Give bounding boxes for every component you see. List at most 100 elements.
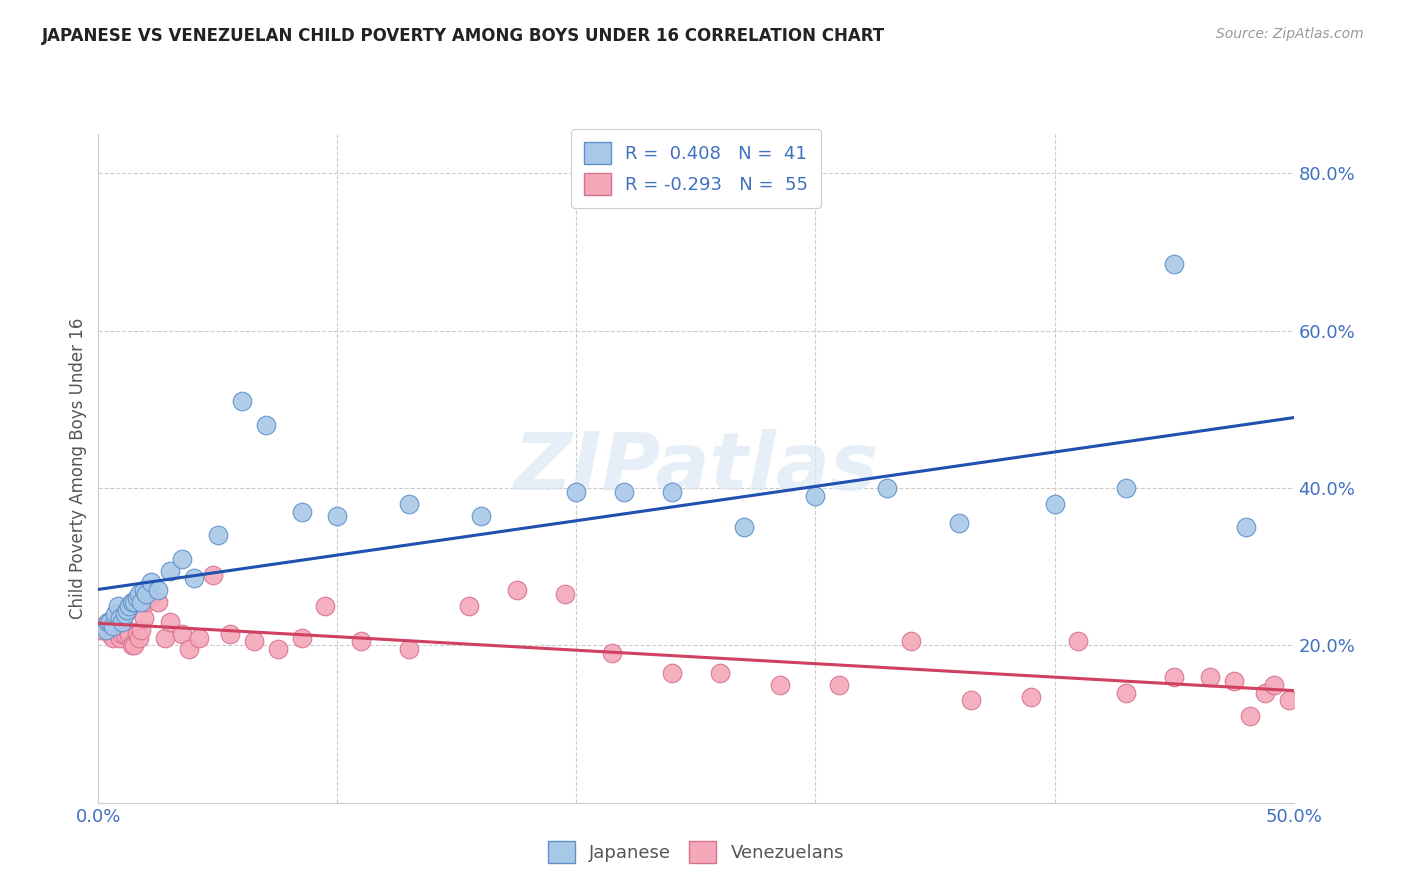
Point [733,520,755,534]
Point [554,587,576,601]
Point [101,631,124,645]
Point [1239,709,1261,723]
Point [661,484,683,499]
Point [1198,670,1220,684]
Point [1115,685,1137,699]
Point [90,623,112,637]
Point [139,591,162,606]
Point [94,623,117,637]
Point [876,481,898,495]
Point [155,631,177,645]
Point [97,615,120,629]
Point [267,642,290,657]
Point [350,634,373,648]
Text: ZIPatlas: ZIPatlas [513,429,879,508]
Point [1043,497,1066,511]
Point [108,611,131,625]
Point [135,595,157,609]
Point [114,607,136,621]
Point [315,599,337,613]
Point [326,508,349,523]
Point [661,665,683,680]
Point [128,631,150,645]
Point [290,505,312,519]
Point [131,595,153,609]
Point [1115,481,1137,495]
Point [709,665,731,680]
Point [139,575,162,590]
Point [1222,673,1246,688]
Point [115,623,138,637]
Point [172,551,194,566]
Point [183,572,205,586]
Point [98,626,122,640]
Point [107,599,129,613]
Point [398,497,420,511]
Point [506,583,529,598]
Point [114,626,136,640]
Point [959,693,981,707]
Point [98,615,122,629]
Point [470,508,492,523]
Point [1163,257,1185,271]
Point [254,417,277,432]
Point [94,618,117,632]
Point [104,623,127,637]
Point [290,631,312,645]
Point [118,599,141,613]
Legend: Japanese, Venezuelans: Japanese, Venezuelans [537,830,855,874]
Point [172,626,194,640]
Point [207,528,229,542]
Point [118,626,141,640]
Y-axis label: Child Poverty Among Boys Under 16: Child Poverty Among Boys Under 16 [69,318,87,619]
Point [1067,634,1090,648]
Point [125,591,148,606]
Point [125,626,148,640]
Point [111,626,134,640]
Point [804,489,827,503]
Point [1263,678,1285,692]
Point [231,394,253,409]
Point [121,639,143,653]
Point [1234,520,1257,534]
Point [115,603,138,617]
Point [107,623,129,637]
Point [91,618,114,632]
Point [1019,690,1042,704]
Point [828,678,851,692]
Point [124,595,146,609]
Point [148,583,170,598]
Point [179,642,201,657]
Point [124,639,146,653]
Point [97,615,120,629]
Text: Source: ZipAtlas.com: Source: ZipAtlas.com [1216,27,1364,41]
Point [159,564,181,578]
Point [1278,693,1301,707]
Point [132,611,155,625]
Point [132,583,155,598]
Point [159,615,181,629]
Point [135,587,157,601]
Point [131,623,153,637]
Point [148,595,170,609]
Point [1163,670,1185,684]
Point [398,642,420,657]
Point [768,678,790,692]
Point [243,634,266,648]
Point [565,484,588,499]
Point [600,646,623,660]
Text: JAPANESE VS VENEZUELAN CHILD POVERTY AMONG BOYS UNDER 16 CORRELATION CHART: JAPANESE VS VENEZUELAN CHILD POVERTY AMO… [42,27,886,45]
Point [1254,685,1277,699]
Point [900,634,922,648]
Point [101,618,124,632]
Point [458,599,481,613]
Point [108,631,131,645]
Point [121,595,143,609]
Point [128,587,150,601]
Point [104,607,127,621]
Point [948,516,970,531]
Point [613,484,636,499]
Point [202,567,225,582]
Point [187,631,209,645]
Point [111,615,134,629]
